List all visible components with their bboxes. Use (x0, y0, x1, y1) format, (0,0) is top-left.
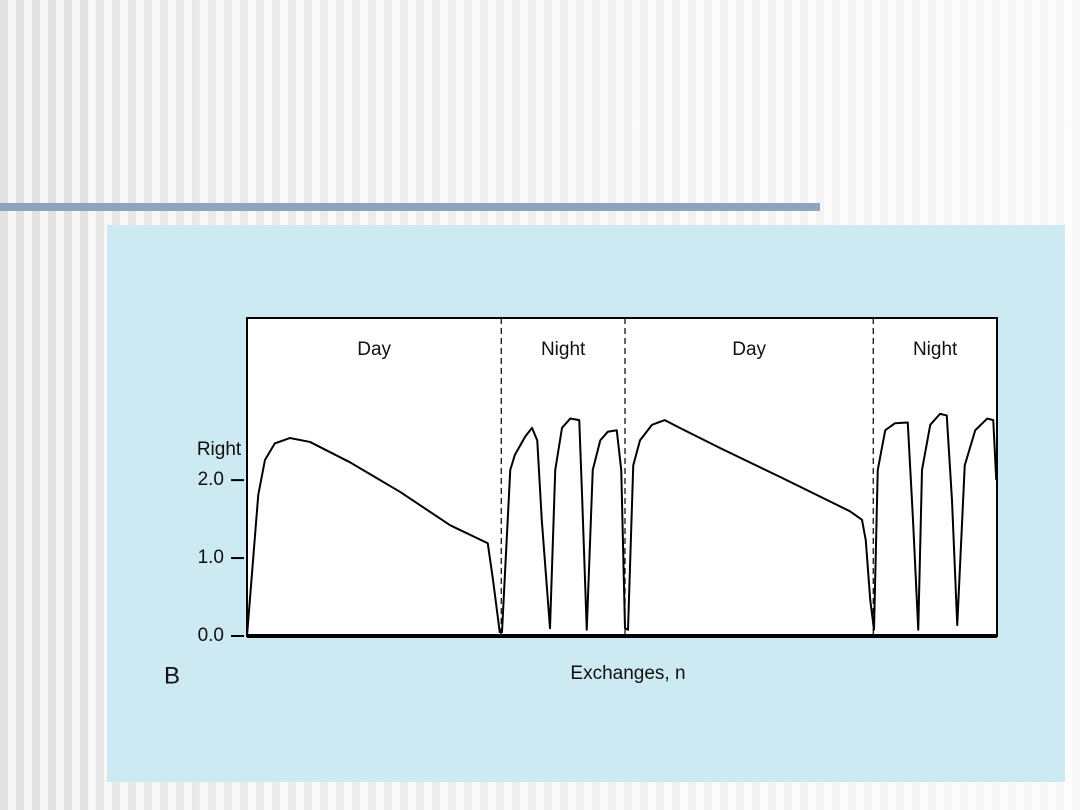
title-rule (0, 203, 820, 211)
region-label: Day (732, 339, 766, 360)
y-tick-label: 2.0 (198, 469, 224, 490)
region-label: Night (913, 339, 958, 360)
y-axis-label: Right (197, 439, 242, 460)
y-tick-label: 1.0 (198, 547, 224, 568)
y-tick-label: 0.0 (198, 625, 224, 646)
x-axis-label: Exchanges, n (570, 663, 685, 684)
data-line (246, 412, 998, 637)
panel-label: B (164, 662, 180, 689)
region-label: Night (541, 339, 586, 360)
region-label: Day (357, 339, 391, 360)
